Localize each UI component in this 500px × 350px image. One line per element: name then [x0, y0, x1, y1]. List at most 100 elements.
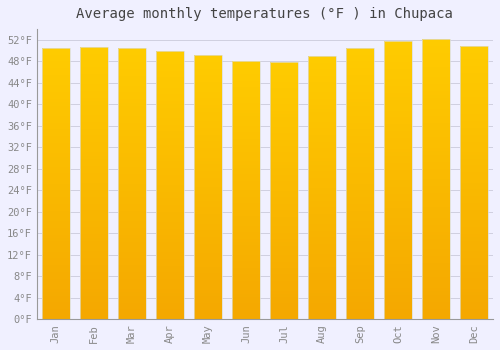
Bar: [194, 250, 222, 253]
Bar: [42, 231, 70, 235]
Bar: [194, 141, 222, 145]
Bar: [384, 125, 412, 128]
Bar: [422, 119, 450, 123]
Bar: [118, 272, 146, 275]
Bar: [80, 166, 108, 169]
Bar: [270, 210, 298, 214]
Bar: [308, 122, 336, 125]
Bar: [346, 187, 374, 190]
Bar: [156, 77, 184, 81]
Bar: [118, 106, 146, 110]
Bar: [232, 242, 260, 245]
Bar: [422, 56, 450, 60]
Bar: [460, 145, 488, 148]
Bar: [422, 288, 450, 291]
Bar: [422, 158, 450, 162]
Bar: [422, 253, 450, 256]
Bar: [308, 66, 336, 69]
Bar: [156, 135, 184, 138]
Bar: [42, 218, 70, 221]
Bar: [156, 64, 184, 67]
Bar: [42, 279, 70, 282]
Bar: [308, 69, 336, 72]
Bar: [308, 86, 336, 89]
Bar: [232, 310, 260, 313]
Bar: [156, 303, 184, 306]
Bar: [270, 159, 298, 162]
Bar: [118, 194, 146, 197]
Bar: [42, 72, 70, 75]
Bar: [80, 224, 108, 228]
Bar: [460, 166, 488, 169]
Bar: [384, 69, 412, 72]
Bar: [232, 135, 260, 139]
Bar: [80, 115, 108, 118]
Bar: [308, 231, 336, 234]
Bar: [118, 150, 146, 153]
Bar: [346, 218, 374, 221]
Bar: [194, 135, 222, 138]
Bar: [422, 60, 450, 63]
Bar: [118, 316, 146, 320]
Bar: [422, 144, 450, 147]
Bar: [346, 75, 374, 78]
Bar: [156, 98, 184, 101]
Bar: [232, 103, 260, 106]
Bar: [346, 126, 374, 130]
Bar: [346, 231, 374, 235]
Bar: [80, 316, 108, 320]
Bar: [422, 102, 450, 105]
Bar: [80, 88, 108, 91]
Bar: [422, 274, 450, 277]
Bar: [270, 78, 298, 82]
Bar: [270, 184, 298, 188]
Bar: [42, 68, 70, 72]
Bar: [156, 219, 184, 222]
Bar: [460, 56, 488, 60]
Bar: [156, 272, 184, 276]
Bar: [118, 123, 146, 126]
Bar: [118, 248, 146, 252]
Bar: [232, 71, 260, 74]
Bar: [422, 116, 450, 119]
Bar: [194, 164, 222, 168]
Bar: [118, 58, 146, 62]
Bar: [270, 104, 298, 107]
Bar: [118, 163, 146, 167]
Bar: [308, 227, 336, 231]
Bar: [118, 48, 146, 320]
Bar: [118, 255, 146, 258]
Bar: [384, 142, 412, 145]
Bar: [42, 201, 70, 204]
Bar: [308, 300, 336, 303]
Bar: [346, 170, 374, 174]
Bar: [308, 234, 336, 237]
Bar: [460, 220, 488, 224]
Bar: [460, 241, 488, 244]
Bar: [232, 297, 260, 300]
Bar: [80, 279, 108, 282]
Bar: [80, 241, 108, 244]
Bar: [460, 292, 488, 295]
Bar: [308, 253, 336, 257]
Bar: [80, 197, 108, 200]
Bar: [194, 181, 222, 184]
Bar: [232, 313, 260, 316]
Bar: [232, 284, 260, 287]
Bar: [194, 78, 222, 82]
Bar: [194, 296, 222, 300]
Bar: [194, 283, 222, 286]
Bar: [460, 186, 488, 189]
Bar: [308, 208, 336, 211]
Bar: [118, 62, 146, 65]
Bar: [422, 77, 450, 81]
Bar: [384, 180, 412, 184]
Bar: [118, 113, 146, 116]
Bar: [384, 166, 412, 170]
Bar: [384, 225, 412, 229]
Bar: [42, 265, 70, 268]
Bar: [308, 89, 336, 92]
Bar: [118, 279, 146, 282]
Bar: [308, 102, 336, 105]
Bar: [422, 165, 450, 169]
